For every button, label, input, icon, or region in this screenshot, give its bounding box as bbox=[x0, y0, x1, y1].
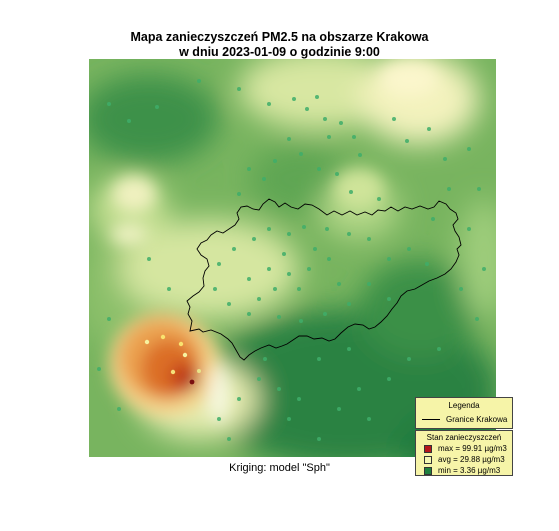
title-line-2: w dniu 2023-01-09 o godzinie 9:00 bbox=[179, 45, 380, 59]
legend-max-label: max = 99.91 µg/m3 bbox=[438, 444, 507, 453]
legend-boundary-title: Legenda bbox=[448, 401, 480, 410]
max-swatch bbox=[424, 444, 432, 453]
min-swatch bbox=[424, 466, 432, 475]
hotspot-points bbox=[144, 334, 201, 385]
legend-item-avg: avg = 29.88 µg/m3 bbox=[424, 455, 512, 464]
avg-swatch bbox=[424, 455, 432, 464]
legend-item-max: max = 99.91 µg/m3 bbox=[424, 444, 512, 453]
legend-min-label: min = 3.36 µg/m3 bbox=[438, 466, 501, 475]
legend-pollution: Stan zanieczyszczeń max = 99.91 µg/m3 av… bbox=[415, 430, 513, 476]
legend-avg-label: avg = 29.88 µg/m3 bbox=[438, 455, 505, 464]
legend-boundary-row: Granice Krakowa bbox=[422, 415, 512, 424]
title-line-1: Mapa zanieczyszczeń PM2.5 na obszarze Kr… bbox=[130, 30, 429, 44]
pollution-surface bbox=[89, 59, 496, 457]
boundary-line-swatch bbox=[422, 419, 440, 420]
krakow-boundary bbox=[186, 198, 462, 361]
kriging-map bbox=[89, 59, 496, 457]
legend-boundary-item: Granice Krakowa bbox=[446, 415, 508, 424]
legend-item-min: min = 3.36 µg/m3 bbox=[424, 466, 512, 475]
legend-pollution-title: Stan zanieczyszczeń bbox=[426, 433, 502, 442]
kriging-subtitle: Kriging: model "Sph" bbox=[229, 462, 330, 474]
map-title: Mapa zanieczyszczeń PM2.5 na obszarze Kr… bbox=[0, 30, 559, 60]
station-points bbox=[97, 79, 486, 441]
legend-boundary: Legenda Granice Krakowa bbox=[415, 397, 513, 429]
